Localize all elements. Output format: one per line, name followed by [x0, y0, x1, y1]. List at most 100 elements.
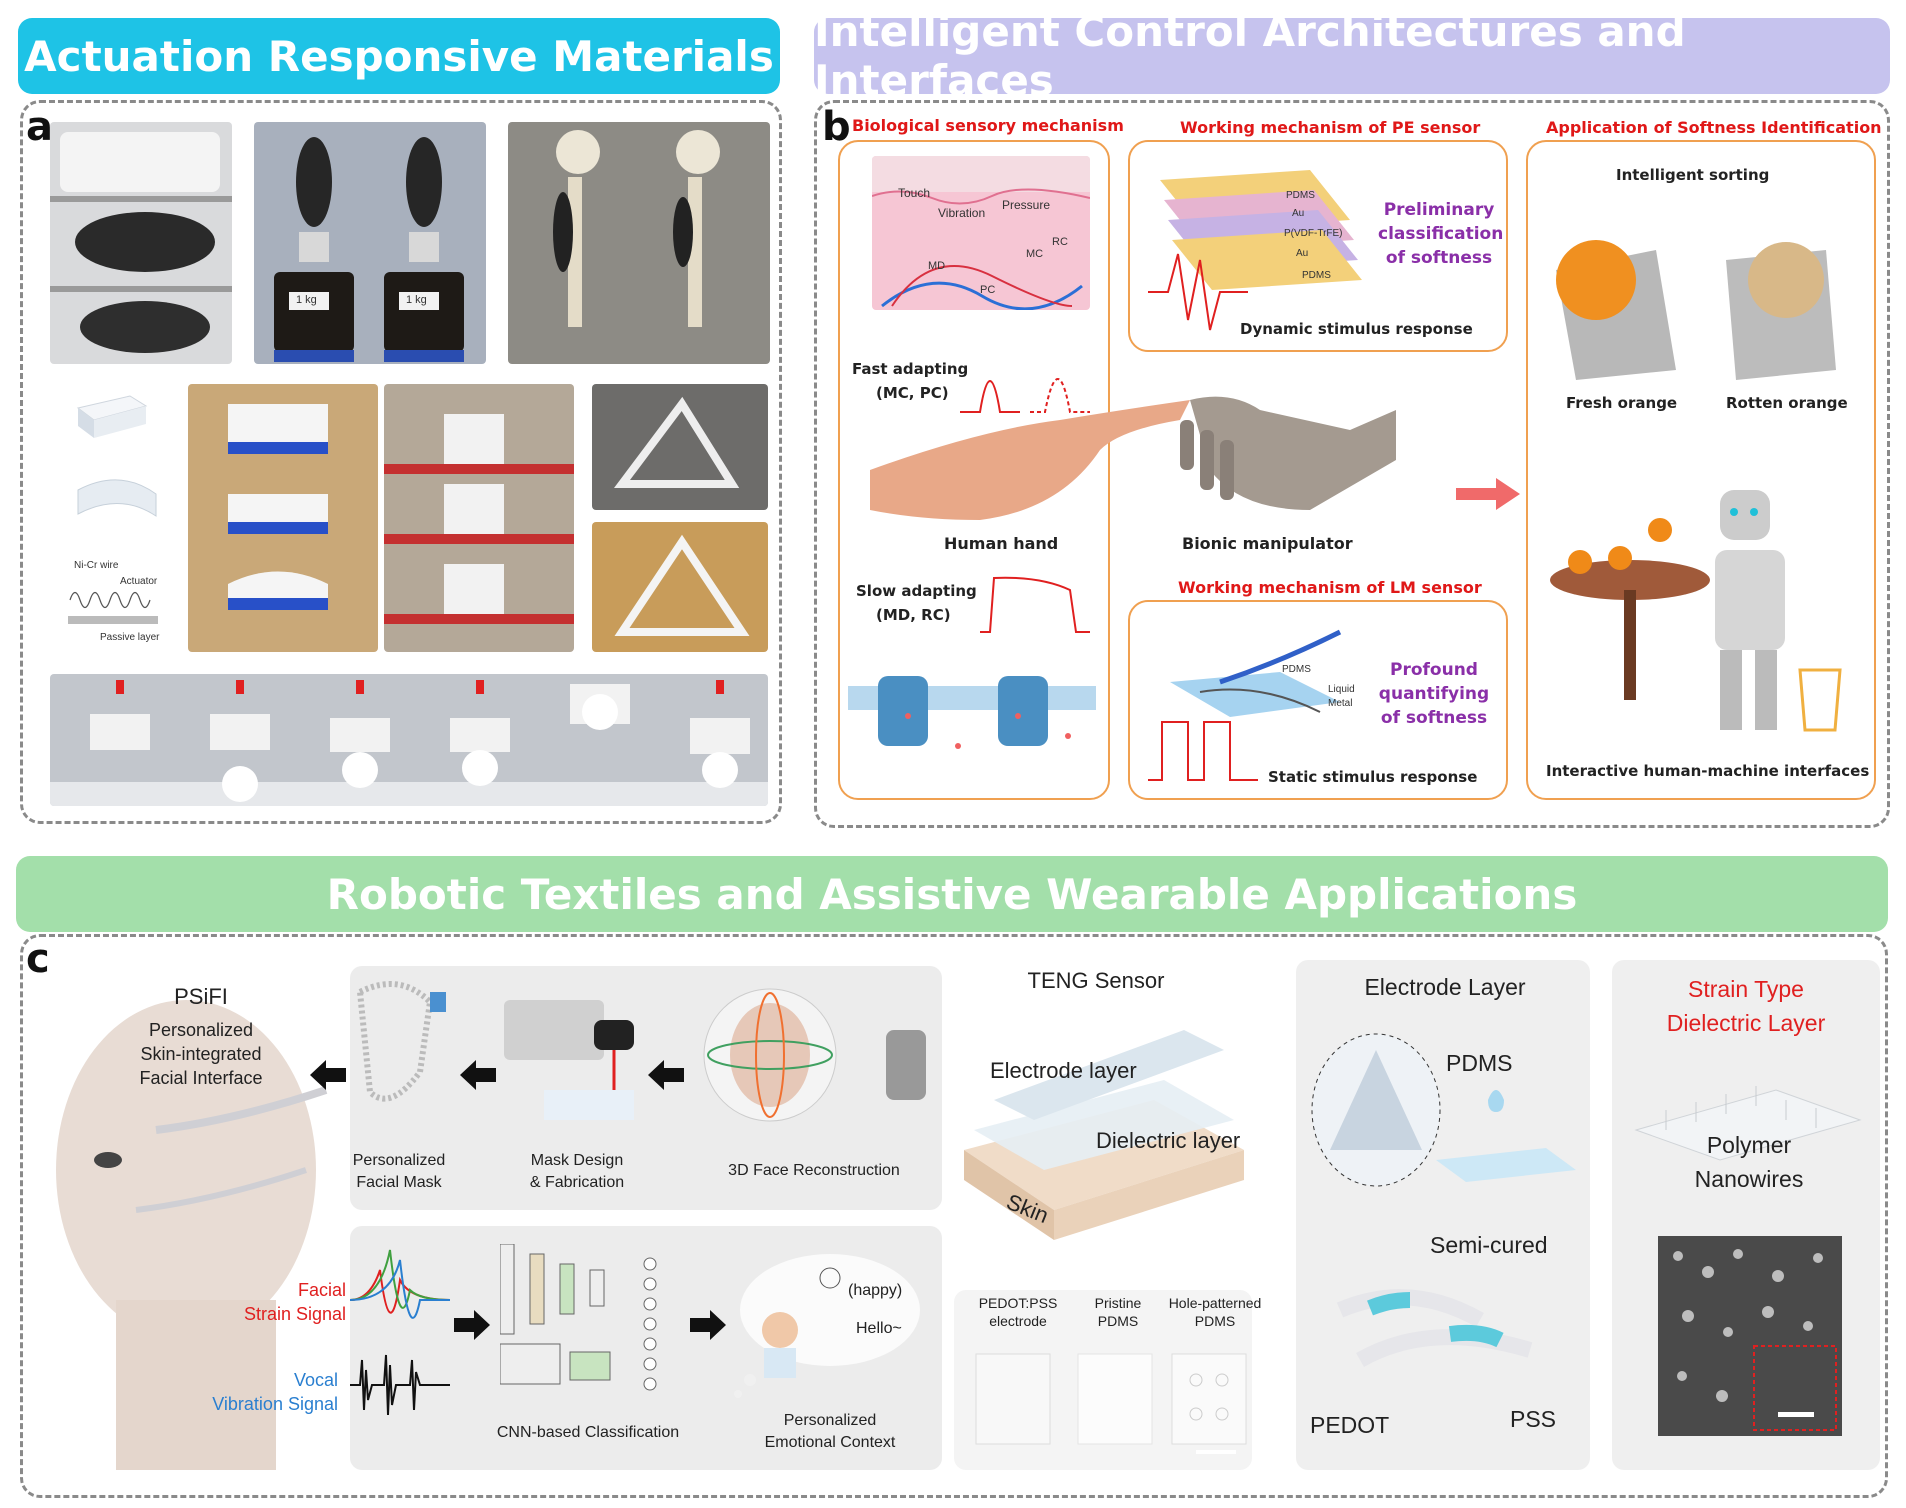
- pe-sensor-box: [1128, 140, 1508, 352]
- weight-label-left: 1 kg: [296, 294, 317, 306]
- teng-sensor-title: TENG Sensor: [1027, 968, 1165, 993]
- sample-pedot-line1: PEDOT:PSS: [978, 1295, 1058, 1311]
- fast-adapting-curve: [960, 378, 1090, 413]
- schematic-actuator: Ni-Cr wire Actuator Passive layer: [60, 560, 170, 650]
- vocal-vibration-line1: Vocal: [293, 1370, 338, 1390]
- pe-layer-stack: [1160, 170, 1362, 290]
- pe-dynamic-signal: [1148, 253, 1248, 331]
- pedot-pss-strands: [1336, 1289, 1533, 1367]
- lm-sensor-box: [1128, 600, 1508, 800]
- fast-adapting-sub: (MC, PC): [876, 384, 949, 402]
- skin-cross-section: Touch Vibration Pressure MD PC MC RC: [872, 156, 1090, 310]
- teng-electrode-label: Electrode layer: [990, 1058, 1137, 1083]
- block-icon-bent: [70, 470, 164, 540]
- psifi-description: Personalized Skin-integrated Facial Inte…: [96, 1018, 306, 1090]
- bionic-manipulator-illustration: [1180, 396, 1396, 510]
- panel-b-frame: [814, 100, 1890, 828]
- vocal-vibration-label: Vocal Vibration Signal: [190, 1368, 338, 1416]
- lm-metal-label: Metal: [1328, 698, 1353, 709]
- slow-adapting-curve: [980, 576, 1090, 633]
- pe-response-label: Dynamic stimulus response: [1240, 320, 1473, 338]
- schematic-actuator-label: Actuator: [120, 576, 158, 587]
- pe-class-line2: classification: [1378, 224, 1504, 244]
- left-arrow-icon-1: [310, 1060, 346, 1090]
- intelligent-sorting-label: Intelligent sorting: [1616, 166, 1770, 184]
- pe-layer-5: PDMS: [1302, 270, 1331, 281]
- polymer-line1: Polymer: [1706, 1132, 1792, 1158]
- block-icon-flat: [70, 388, 152, 444]
- sample-pedot-line2: electrode: [989, 1313, 1047, 1329]
- electrode-pdms-illustration: [1311, 1033, 1576, 1187]
- emotional-context-label: Personalized Emotional Context: [740, 1410, 920, 1454]
- title-softness-identification: Application of Softness Identification: [1546, 118, 1882, 137]
- slow-adapting-sub: (MD, RC): [876, 606, 951, 624]
- lm-quant-line1: Profound: [1390, 660, 1478, 680]
- lm-static-signal: [1148, 721, 1258, 781]
- sample-hole-line2: PDMS: [1194, 1313, 1236, 1329]
- rotten-orange-label: Rotten orange: [1726, 394, 1848, 412]
- pe-layer-4: Au: [1296, 248, 1309, 259]
- psifi-line3: Facial Interface: [139, 1068, 263, 1088]
- nanowire-array: [1634, 1086, 1862, 1161]
- electrode-pedot-label: PEDOT: [1310, 1412, 1390, 1438]
- teng-dielectric-label: Dielectric layer: [1096, 1128, 1241, 1153]
- panel-a-frame: [20, 100, 782, 824]
- humanoid-robot-table: [1550, 490, 1842, 732]
- face-reconstruction-illustration: [703, 988, 926, 1122]
- right-arrow-icon-1: [454, 1310, 490, 1340]
- banner-actuation-materials: Actuation Responsive Materials: [18, 18, 780, 94]
- strain-dielectric-title: Strain Type Dielectric Layer: [1624, 972, 1868, 1040]
- left-arrow-icon-3: [648, 1060, 684, 1090]
- red-arrow-icon: [1456, 478, 1520, 510]
- hmi-label: Interactive human-machine interfaces: [1546, 762, 1870, 780]
- banner-intelligent-control: Intelligent Control Architectures and In…: [814, 7, 1890, 105]
- photo-leg-actuator: [384, 384, 574, 652]
- sample-pristine-line2: PDMS: [1097, 1313, 1139, 1329]
- electrode-pdms-label: PDMS: [1446, 1050, 1513, 1076]
- title-pe-sensor: Working mechanism of PE sensor: [1180, 118, 1481, 137]
- ion-channel-membrane: [848, 656, 1096, 760]
- title-biological-mechanism: Biological sensory mechanism: [852, 116, 1124, 135]
- facial-mask-label: Personalized Facial Mask: [338, 1150, 460, 1194]
- lm-response-label: Static stimulus response: [1268, 768, 1478, 786]
- slow-adapting-label: Slow adapting: [856, 582, 977, 600]
- schematic-passive-label: Passive layer: [100, 632, 160, 643]
- facial-strain-line2: Strain Signal: [243, 1304, 346, 1324]
- facial-strain-waveform: [350, 1249, 450, 1319]
- right-arrow-icon-2: [690, 1310, 726, 1340]
- psifi-line2: Skin-integrated: [140, 1044, 262, 1064]
- mask-design-label: Mask Design & Fabrication: [512, 1150, 642, 1194]
- emotion-context-illustration: [734, 1254, 920, 1398]
- electrode-layer-title: Electrode Layer: [1364, 974, 1526, 1000]
- psifi-title: PSiFI: [174, 984, 228, 1009]
- sample-hole-label: Hole-patterned PDMS: [1160, 1294, 1270, 1330]
- hello-label: Hello~: [856, 1320, 902, 1337]
- emotional-context-line2: Emotional Context: [764, 1434, 896, 1451]
- emotional-context-line1: Personalized: [783, 1412, 877, 1429]
- sample-pristine-line1: Pristine: [1094, 1295, 1142, 1311]
- facial-mask-line2: Facial Mask: [356, 1174, 442, 1191]
- mask-printer-illustration: [504, 1000, 634, 1120]
- weight-label-right: 1 kg: [406, 294, 427, 306]
- pe-layer-3: P(VDF-TrFE): [1284, 228, 1343, 239]
- teng-layer-stack: [964, 1030, 1244, 1240]
- sample-hole-line1: Hole-patterned: [1168, 1295, 1262, 1311]
- fabrication-process-box: [350, 966, 942, 1210]
- lm-quantifying-text: Profound quantifying of softness: [1378, 658, 1490, 730]
- electrode-semicured-label: Semi-cured: [1430, 1232, 1548, 1258]
- face-head-illustration: [56, 1000, 328, 1470]
- cnn-classification-label: CNN-based Classification: [496, 1424, 680, 1441]
- sem-micrograph: [1658, 1236, 1842, 1436]
- lm-quant-line3: of softness: [1380, 708, 1488, 728]
- human-hand-illustration: [870, 400, 1190, 520]
- left-arrow-icon-2: [460, 1060, 496, 1090]
- facial-mask-line1: Personalized: [352, 1152, 446, 1169]
- sample-pedot-label: PEDOT:PSS electrode: [968, 1294, 1068, 1330]
- vocal-vibration-line2: Vibration Signal: [212, 1394, 338, 1414]
- skin-pc-label: PC: [980, 284, 996, 296]
- title-lm-sensor: Working mechanism of LM sensor: [1178, 578, 1482, 597]
- photo-tetrahedron-gray: [592, 384, 768, 510]
- panel-letter-a: a: [26, 104, 53, 150]
- human-hand-label: Human hand: [944, 534, 1059, 553]
- pe-layer-1: PDMS: [1286, 190, 1315, 201]
